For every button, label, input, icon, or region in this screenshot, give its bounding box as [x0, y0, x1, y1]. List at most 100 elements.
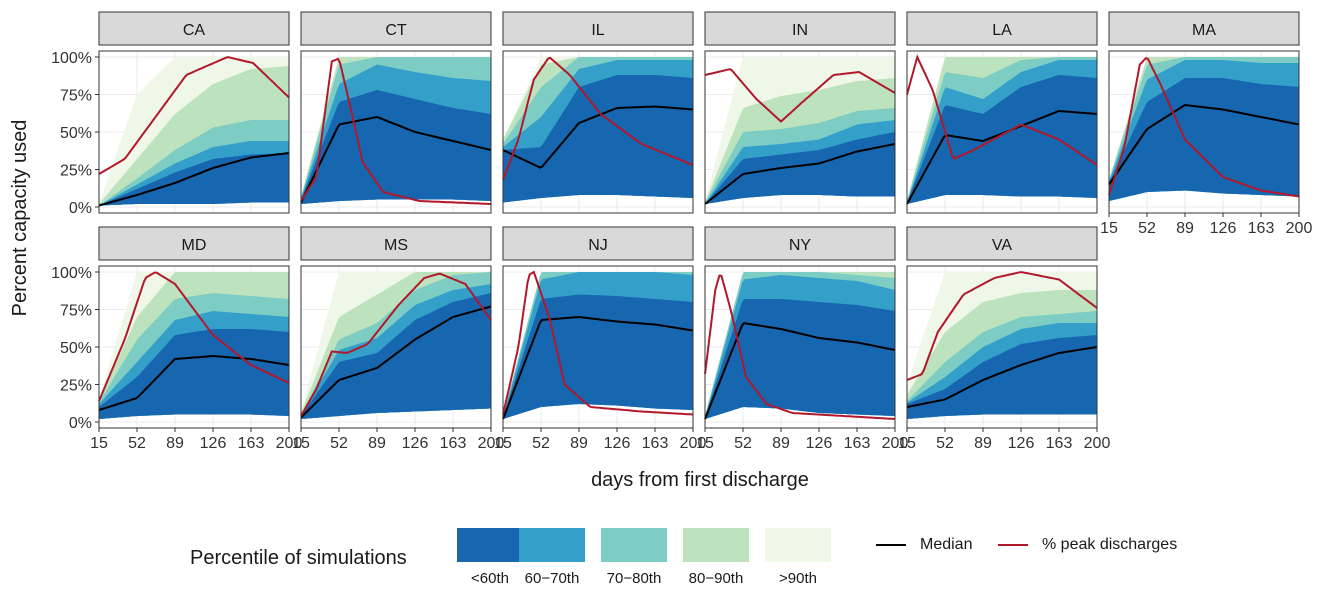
x-tick-label: 52	[532, 435, 550, 452]
legend-swatch-below-60th	[457, 528, 523, 562]
legend-key-median	[876, 544, 906, 546]
panel-ms: MS 15 52 89 126 163 200	[292, 226, 504, 452]
panel-nj: NJ 15 52 89 126 163 200	[494, 226, 706, 452]
panel-ny: NY 15 52 89 126 163 200	[696, 226, 909, 452]
x-tick-label: 15	[898, 435, 916, 452]
x-tick-label: 89	[974, 435, 992, 452]
strip-va	[906, 226, 1098, 261]
x-tick-label: 126	[402, 435, 429, 452]
legend-label-60-70th: 60−70th	[524, 570, 580, 587]
x-tick-label: 200	[882, 435, 909, 452]
x-tick-label: 163	[238, 435, 265, 452]
strip-nj	[502, 226, 694, 261]
panel-in: IN	[704, 11, 896, 214]
strip-label-la: LA	[992, 22, 1012, 39]
median-line-il	[502, 105, 694, 169]
x-tick-label: 163	[642, 435, 669, 452]
x-tick-label: 126	[200, 435, 227, 452]
legend-label-below-60th: <60th	[471, 570, 509, 587]
band-ma-0	[1109, 78, 1299, 201]
x-tick-label: 52	[734, 435, 752, 452]
peak-line-ct	[300, 57, 491, 205]
strip-md	[98, 226, 290, 261]
legend-swatch-80-90th	[683, 528, 749, 562]
strip-in	[704, 11, 896, 46]
y-tick-label: 25%	[60, 163, 92, 180]
peak-line-ms	[300, 272, 492, 417]
y-tick-label: 100%	[51, 50, 92, 67]
peak-line-in	[704, 68, 896, 123]
x-tick-label: 163	[440, 435, 467, 452]
x-tick-label: 15	[1100, 220, 1118, 237]
band-in-0	[705, 132, 895, 204]
strip-label-il: IL	[591, 22, 604, 39]
median-line-ca	[98, 152, 290, 207]
x-tick-label: 126	[1210, 220, 1237, 237]
panel-ct: CT	[300, 11, 492, 214]
panel-il: IL	[502, 11, 694, 214]
x-tick-label: 200	[276, 435, 303, 452]
peak-line-va	[906, 271, 1098, 381]
x-tick-label: 89	[166, 435, 184, 452]
strip-label-ct: CT	[385, 22, 407, 39]
strip-label-ms: MS	[384, 237, 408, 254]
legend-title: Percentile of simulations	[190, 547, 407, 569]
legend: Percentile of simulations <60th 60−70th …	[0, 520, 1322, 593]
band-la-0	[907, 75, 1097, 204]
x-tick-label: 89	[772, 435, 790, 452]
y-tick-label: 75%	[60, 88, 92, 105]
legend-swatch-60-70th	[519, 528, 585, 562]
x-tick-label: 200	[1084, 435, 1111, 452]
strip-ny	[704, 226, 896, 261]
median-line-md	[98, 355, 290, 411]
x-tick-label: 52	[330, 435, 348, 452]
faceted-capacity-chart: Percent capacity used days from first di…	[9, 11, 1313, 491]
band-ms-0	[301, 293, 491, 419]
panel-ca: CA 0% 25% 50% 75% 100%	[51, 11, 290, 217]
strip-ms	[300, 226, 492, 261]
y-tick-label: 25%	[60, 378, 92, 395]
strip-label-ma: MA	[1192, 22, 1216, 39]
x-tick-label: 126	[1008, 435, 1035, 452]
strip-label-ny: NY	[789, 237, 812, 254]
legend-label-70-80th: 70−80th	[606, 570, 662, 587]
strip-ma	[1108, 11, 1300, 46]
legend-swatch-above-90th	[765, 528, 831, 562]
strip-label-md: MD	[182, 237, 207, 254]
strip-il	[502, 11, 694, 46]
x-tick-label: 52	[128, 435, 146, 452]
peak-line-ca	[98, 56, 290, 175]
strip-label-in: IN	[792, 22, 808, 39]
legend-key-peak-discharges	[998, 544, 1028, 546]
peak-line-la	[906, 54, 1098, 166]
strip-label-va: VA	[992, 237, 1012, 254]
legend-label-80-90th: 80−90th	[688, 570, 744, 587]
x-tick-label: 163	[1248, 220, 1275, 237]
y-tick-label: 100%	[51, 265, 92, 282]
x-tick-label: 15	[696, 435, 714, 452]
y-axis-title: Percent capacity used	[9, 120, 31, 317]
median-line-va	[906, 346, 1098, 408]
peak-line-il	[502, 56, 694, 181]
strip-label-ca: CA	[183, 22, 206, 39]
strip-ca	[98, 11, 290, 46]
x-axis-title: days from first discharge	[591, 469, 809, 491]
legend-label-median: Median	[920, 536, 973, 553]
x-tick-label: 15	[90, 435, 108, 452]
x-tick-label: 15	[292, 435, 310, 452]
x-tick-label: 126	[604, 435, 631, 452]
y-tick-label: 75%	[60, 303, 92, 320]
x-tick-label: 15	[494, 435, 512, 452]
x-tick-label: 200	[1286, 220, 1313, 237]
peak-line-nj	[502, 270, 694, 416]
y-tick-label: 0%	[69, 415, 92, 432]
median-line-ma	[1108, 103, 1300, 186]
peak-line-md	[98, 271, 290, 402]
strip-ct	[300, 11, 492, 46]
y-tick-label: 0%	[69, 200, 92, 217]
x-tick-label: 89	[1176, 220, 1194, 237]
legend-swatch-70-80th	[601, 528, 667, 562]
y-tick-label: 50%	[60, 340, 92, 357]
median-line-la	[906, 109, 1098, 205]
band-ny-0	[705, 299, 895, 419]
